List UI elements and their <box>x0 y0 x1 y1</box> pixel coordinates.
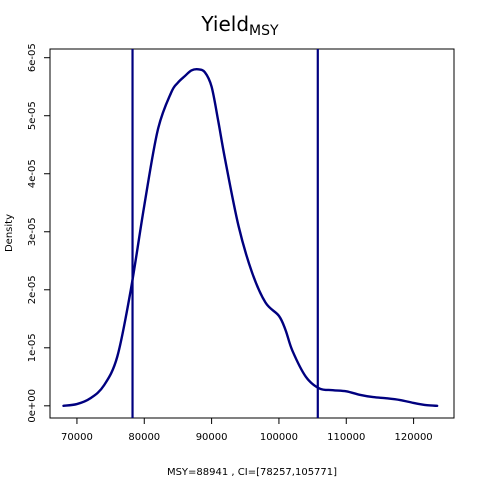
x-tick-label: 110000 <box>327 432 365 443</box>
y-axis: 0e+00 1e-05 2e-05 3e-05 4e-05 5e-05 6e-05 <box>27 43 50 423</box>
x-tick-label: 100000 <box>260 432 298 443</box>
plot-frame <box>49 48 455 419</box>
x-tick-label: 70000 <box>61 432 93 443</box>
x-tick-label: 90000 <box>196 432 228 443</box>
density-curve <box>62 68 439 408</box>
y-axis-label: Density <box>4 214 15 252</box>
x-tick-label: 80000 <box>128 432 160 443</box>
x-axis: 70000 80000 90000 100000 110000 120000 <box>61 418 433 443</box>
y-tick-label: 5e-05 <box>27 101 38 130</box>
x-axis-label: MSY=88941 , CI=[78257,105771] <box>167 467 337 478</box>
y-tick-label: 3e-05 <box>27 217 38 246</box>
y-tick-label: 2e-05 <box>27 275 38 304</box>
x-tick-label: 120000 <box>395 432 433 443</box>
chart-title: YieldMSY <box>200 12 279 39</box>
y-tick-label: 4e-05 <box>27 159 38 188</box>
y-tick-label: 0e+00 <box>27 389 38 423</box>
y-tick-label: 6e-05 <box>27 43 38 72</box>
confidence-interval-lines <box>131 49 319 418</box>
y-tick-label: 1e-05 <box>27 333 38 362</box>
